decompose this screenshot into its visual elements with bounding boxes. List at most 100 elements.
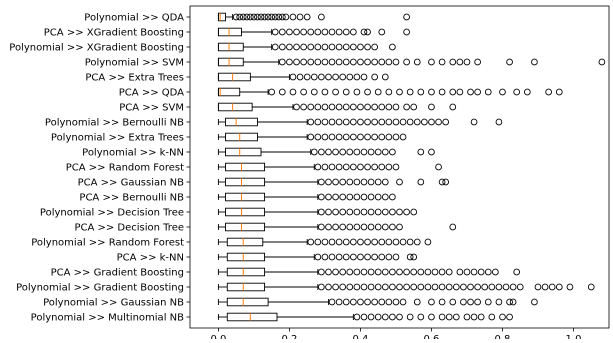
box-group [217, 87, 563, 97]
outlier-point [243, 13, 251, 21]
outlier-point [548, 283, 556, 291]
outlier-point [342, 43, 350, 51]
outlier-point [314, 118, 322, 126]
outlier-point [495, 298, 503, 306]
box-iqr [226, 267, 266, 277]
outlier-point [335, 238, 343, 246]
outlier-point [378, 103, 386, 111]
outlier-point [360, 193, 368, 201]
outlier-point [321, 28, 329, 36]
outlier-point [463, 268, 471, 276]
outlier-point [374, 268, 382, 276]
outlier-point [467, 283, 474, 291]
outlier-point [360, 148, 368, 156]
outlier-point [470, 118, 478, 126]
outlier-point [531, 298, 538, 306]
box-iqr [225, 162, 266, 172]
outlier-point [353, 283, 361, 291]
outlier-point [499, 88, 506, 96]
box-group [217, 237, 432, 247]
y-tick-label: PCA >> Decision Tree [74, 223, 184, 234]
box-iqr [225, 222, 266, 232]
box-group [217, 102, 457, 112]
outlier-point [349, 163, 357, 171]
outlier-point [378, 118, 386, 126]
outlier-point [325, 268, 332, 276]
y-tick-label: PCA >> SVM [119, 103, 184, 114]
outlier-point [396, 268, 403, 276]
outlier-point [353, 73, 361, 81]
outlier-point [357, 238, 364, 246]
outlier-point [286, 43, 293, 51]
outlier-point [385, 298, 393, 306]
outlier-point [364, 253, 371, 261]
outlier-point [321, 133, 329, 141]
outlier-point [360, 73, 368, 81]
outlier-point [275, 13, 283, 21]
outlier-point [289, 88, 297, 96]
outlier-point [374, 148, 382, 156]
outlier-point [367, 268, 375, 276]
outlier-point [413, 58, 421, 66]
outlier-point [321, 88, 329, 96]
outlier-point [310, 148, 318, 156]
outlier-point [349, 118, 357, 126]
outlier-point [318, 223, 325, 231]
box-group [217, 27, 410, 37]
outlier-point [332, 178, 339, 186]
outlier-point [403, 103, 410, 111]
outlier-point [449, 88, 457, 96]
outlier-point [381, 268, 389, 276]
box-group [217, 222, 457, 232]
outlier-point [346, 73, 354, 81]
outlier-point [360, 208, 368, 216]
outlier-point [381, 223, 389, 231]
x-tick-label: 0.0 [210, 334, 226, 339]
box-group [217, 282, 595, 292]
x-tick-label: 1.0 [566, 334, 582, 339]
outlier-point [371, 73, 378, 81]
outlier-point [318, 268, 325, 276]
outlier-point [502, 283, 510, 291]
y-tick-label: PCA >> Extra Trees [85, 73, 184, 84]
outlier-point [381, 148, 389, 156]
y-tick-label: Polynomial >> Extra Trees [51, 133, 184, 144]
outlier-point [357, 133, 364, 141]
outlier-point [403, 268, 410, 276]
y-tick-label: Polynomial >> Gradient Boosting [16, 283, 184, 294]
outlier-point [488, 313, 496, 321]
outlier-point [353, 88, 361, 96]
box-group [217, 267, 521, 277]
outlier-point [389, 223, 396, 231]
outlier-point [438, 313, 446, 321]
outlier-point [342, 163, 350, 171]
outlier-point [335, 298, 343, 306]
outlier-point [318, 193, 325, 201]
outlier-point [428, 88, 435, 96]
outlier-point [410, 208, 418, 216]
outlier-point [332, 208, 339, 216]
outlier-point [449, 223, 457, 231]
outlier-point [307, 28, 315, 36]
outlier-point [371, 238, 378, 246]
outlier-point [328, 43, 336, 51]
outlier-point [438, 268, 446, 276]
outlier-point [534, 283, 542, 291]
outlier-point [381, 73, 389, 81]
outlier-point [342, 253, 350, 261]
outlier-point [460, 283, 467, 291]
outlier-point [278, 13, 286, 21]
outlier-point [300, 28, 307, 36]
outlier-point [431, 283, 439, 291]
outlier-point [261, 13, 268, 21]
box-iqr [217, 72, 251, 82]
outlier-point [371, 253, 378, 261]
outlier-point [406, 253, 414, 261]
outlier-point [381, 208, 389, 216]
outlier-point [367, 208, 375, 216]
y-tick-label: Polynomial >> Gaussian NB [43, 298, 184, 309]
outlier-point [438, 178, 446, 186]
outlier-point [293, 43, 300, 51]
outlier-point [417, 88, 425, 96]
box-iqr [225, 132, 258, 142]
